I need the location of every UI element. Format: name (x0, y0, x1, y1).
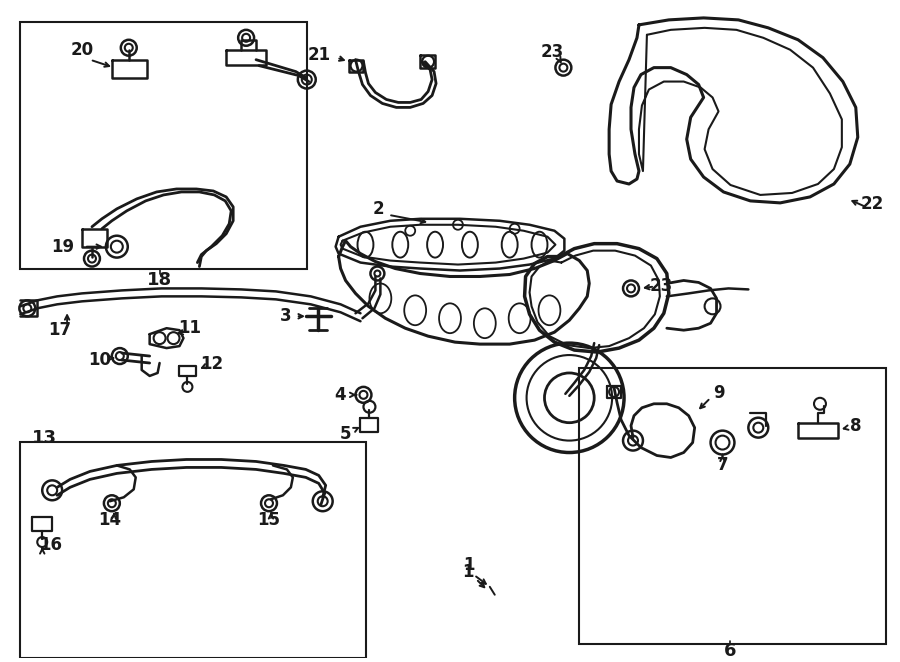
Text: 5: 5 (340, 424, 351, 443)
Text: 3: 3 (280, 307, 292, 325)
Text: 9: 9 (713, 384, 725, 402)
Text: 1: 1 (464, 556, 474, 574)
Text: 17: 17 (49, 321, 72, 339)
Text: 12: 12 (200, 355, 223, 373)
Text: 22: 22 (861, 195, 885, 213)
Bar (580, 368, 886, 645)
Text: 15: 15 (257, 511, 281, 529)
Text: 13: 13 (32, 428, 58, 447)
Text: 19: 19 (51, 238, 74, 256)
Bar (21, 22, 307, 269)
Text: 1: 1 (463, 563, 473, 581)
Text: 7: 7 (716, 456, 728, 475)
Text: 14: 14 (98, 511, 122, 529)
Text: 16: 16 (39, 536, 62, 554)
Text: 6: 6 (724, 642, 737, 661)
Text: 18: 18 (147, 271, 172, 289)
Text: 10: 10 (88, 351, 112, 369)
Text: 23: 23 (541, 43, 564, 61)
Text: 8: 8 (850, 416, 861, 435)
Text: 20: 20 (70, 41, 94, 59)
Text: 4: 4 (334, 386, 346, 404)
Text: 2: 2 (373, 200, 384, 218)
Text: 23: 23 (649, 277, 672, 295)
Text: 11: 11 (178, 319, 201, 337)
Bar (21, 442, 366, 659)
Text: 21: 21 (308, 46, 330, 64)
